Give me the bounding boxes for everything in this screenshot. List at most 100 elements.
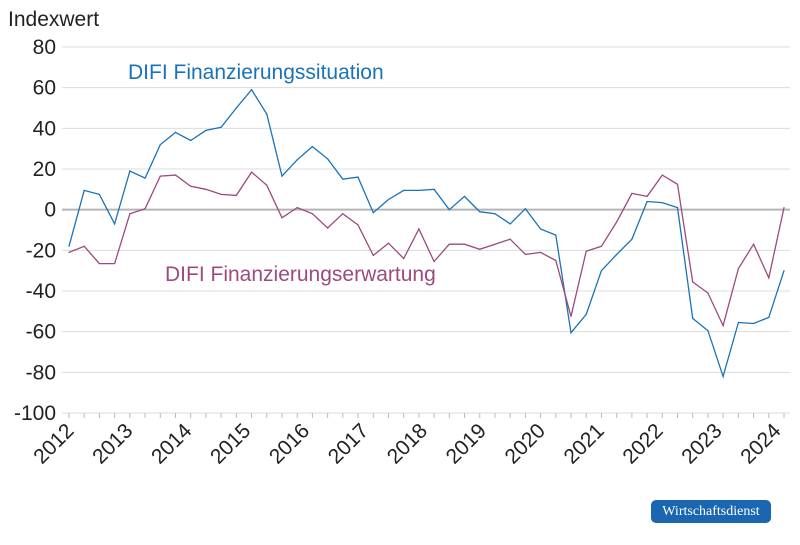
data-point: [433, 260, 435, 263]
y-tick-label: -80: [26, 361, 56, 384]
data-point: [692, 281, 694, 283]
data-point: [250, 89, 253, 91]
data-point: [418, 189, 420, 191]
data-point: [570, 315, 572, 318]
data-point: [235, 107, 237, 109]
x-tick-label: 2020: [501, 419, 550, 468]
data-point: [631, 238, 633, 240]
data-point: [448, 243, 450, 245]
data-point: [707, 292, 709, 294]
y-tick-label: -40: [26, 280, 56, 303]
x-tick-label: 2021: [559, 419, 608, 468]
data-point: [752, 322, 755, 325]
data-point: [357, 224, 359, 226]
data-point: [494, 243, 496, 245]
x-tick-label: 2017: [324, 419, 373, 468]
data-point: [372, 254, 374, 257]
data-point: [722, 324, 724, 327]
data-point: [692, 317, 694, 320]
data-point: [220, 126, 222, 128]
y-tick-label: -100: [14, 402, 56, 425]
data-point: [114, 223, 116, 225]
data-point: [600, 245, 603, 247]
data-point: [661, 174, 663, 176]
data-point: [342, 178, 344, 180]
data-point: [768, 316, 770, 319]
series-label-situation: DIFI Finanzierungssituation: [128, 61, 384, 84]
data-point: [509, 223, 511, 225]
data-point: [418, 228, 420, 230]
y-axis-label: Indexwert: [8, 8, 99, 31]
data-point: [539, 251, 542, 253]
data-point: [266, 184, 268, 186]
data-point: [205, 129, 207, 131]
data-point: [524, 253, 526, 255]
x-tick-label: 2016: [265, 419, 314, 468]
data-point: [129, 170, 131, 172]
series-line-0: [68, 88, 785, 379]
data-point: [281, 175, 283, 177]
y-tick-label: -60: [26, 321, 56, 344]
y-tick-label: 0: [44, 199, 56, 222]
data-point: [311, 146, 314, 148]
data-point: [616, 253, 618, 255]
x-tick-label: 2024: [736, 419, 786, 469]
data-point: [190, 185, 192, 187]
data-point: [83, 189, 85, 191]
data-point: [144, 208, 146, 210]
data-point: [494, 213, 496, 215]
data-point: [783, 207, 785, 209]
data-point: [555, 259, 557, 262]
data-point: [463, 195, 466, 198]
data-point: [448, 209, 450, 211]
data-point: [387, 242, 390, 244]
data-point: [114, 262, 116, 265]
data-point: [616, 221, 618, 223]
data-point: [661, 201, 663, 204]
data-point: [479, 248, 481, 250]
x-tick-label: 2015: [206, 419, 255, 468]
data-point: [676, 183, 679, 185]
data-point: [311, 213, 314, 215]
x-tick-label: 2019: [442, 419, 491, 468]
data-point: [159, 144, 161, 146]
x-tick-label: 2023: [677, 419, 726, 468]
data-point: [509, 238, 511, 240]
data-point: [707, 330, 709, 332]
y-tick-label: 40: [33, 117, 56, 140]
data-point: [403, 189, 405, 191]
x-tick-label: 2013: [88, 419, 137, 468]
data-point: [600, 270, 603, 272]
data-point: [737, 321, 739, 324]
data-point: [646, 195, 648, 198]
data-point: [372, 212, 374, 214]
data-point: [220, 193, 222, 196]
data-point: [585, 250, 587, 252]
data-point: [98, 193, 101, 196]
data-point: [387, 198, 390, 201]
data-point: [585, 313, 587, 315]
y-tick-label: 80: [33, 36, 56, 59]
data-point: [737, 268, 739, 270]
data-point: [205, 188, 207, 190]
data-point: [296, 207, 298, 209]
x-tick-label: 2014: [147, 419, 197, 469]
data-point: [327, 158, 329, 160]
data-point: [235, 194, 237, 197]
data-point: [281, 217, 283, 219]
data-point: [250, 171, 253, 173]
data-point: [722, 375, 724, 377]
data-point: [631, 192, 633, 194]
data-point: [433, 188, 435, 190]
data-point: [752, 243, 755, 245]
data-point: [327, 227, 329, 229]
data-point: [539, 228, 542, 230]
y-tick-label: -20: [26, 239, 56, 262]
data-point: [403, 257, 405, 260]
y-tick-label: 60: [33, 77, 56, 100]
data-point: [479, 211, 481, 213]
data-point: [783, 270, 785, 272]
x-tick-label: 2022: [618, 419, 667, 468]
data-point: [266, 113, 268, 115]
